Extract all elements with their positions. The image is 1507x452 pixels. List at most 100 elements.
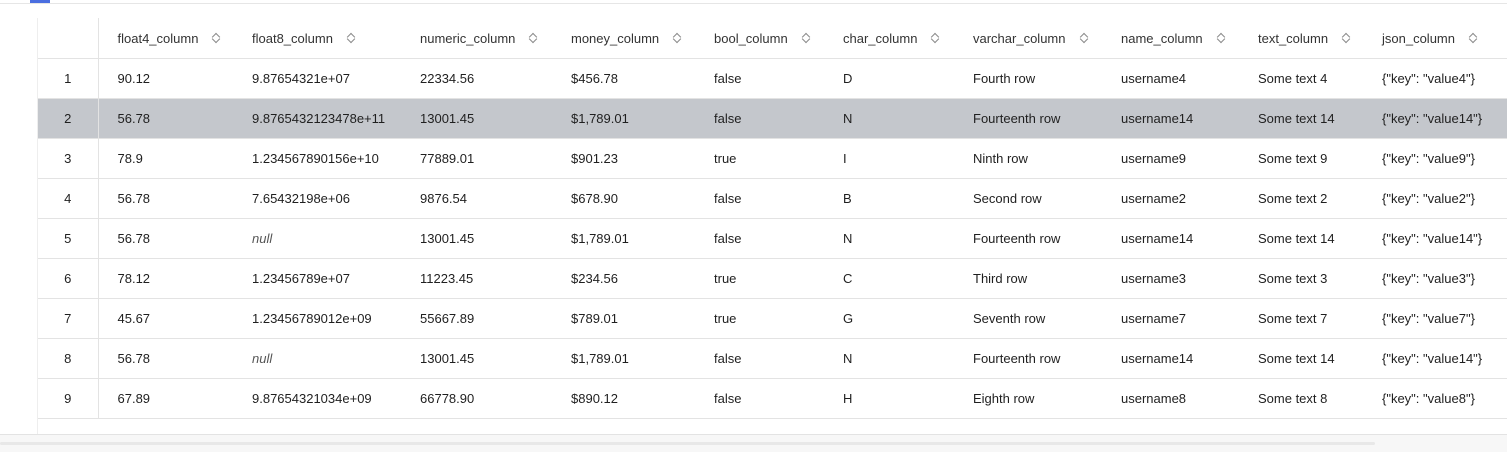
cell-varchar[interactable]: Seventh row: [954, 298, 1102, 339]
cell-char[interactable]: H: [824, 378, 954, 419]
sort-icon[interactable]: [1080, 32, 1090, 44]
column-header-numeric[interactable]: numeric_column: [401, 18, 552, 59]
cell-name[interactable]: username2: [1102, 178, 1239, 219]
cell-name[interactable]: username8: [1102, 378, 1239, 419]
column-header-varchar[interactable]: varchar_column: [954, 18, 1102, 59]
cell-float4[interactable]: 67.89: [98, 378, 233, 419]
column-header-float4[interactable]: float4_column: [98, 18, 233, 59]
cell-float8[interactable]: null: [233, 338, 401, 379]
table-row[interactable]: 6 78.12 1.23456789e+07 11223.45 $234.56 true C…: [38, 258, 1507, 299]
cell-money[interactable]: $678.90: [552, 178, 695, 219]
cell-money[interactable]: $1,789.01: [552, 98, 695, 139]
column-header-char[interactable]: char_column: [824, 18, 954, 59]
cell-bool[interactable]: false: [695, 378, 824, 419]
cell-float4[interactable]: 56.78: [98, 338, 233, 379]
cell-numeric[interactable]: 11223.45: [401, 258, 552, 299]
cell-bool[interactable]: false: [695, 218, 824, 259]
sort-icon[interactable]: [931, 32, 941, 44]
sort-icon[interactable]: [347, 32, 357, 44]
cell-char[interactable]: N: [824, 338, 954, 379]
row-number-cell[interactable]: 8: [38, 338, 99, 379]
row-number-cell[interactable]: 4: [38, 178, 99, 219]
cell-char[interactable]: D: [824, 58, 954, 99]
row-number-cell[interactable]: 5: [38, 218, 99, 259]
cell-name[interactable]: username14: [1102, 218, 1239, 259]
cell-float8[interactable]: 1.234567890156e+10: [233, 138, 401, 179]
scrollbar-thumb[interactable]: [0, 442, 1375, 445]
sort-icon[interactable]: [529, 32, 539, 44]
cell-numeric[interactable]: 22334.56: [401, 58, 552, 99]
cell-text[interactable]: Some text 14: [1239, 98, 1363, 139]
sort-icon[interactable]: [673, 32, 683, 44]
cell-float8[interactable]: null: [233, 218, 401, 259]
cell-bool[interactable]: true: [695, 298, 824, 339]
cell-float8[interactable]: 9.87654321e+07: [233, 58, 401, 99]
table-row[interactable]: 7 45.67 1.23456789012e+09 55667.89 $789.01 tr…: [38, 298, 1507, 339]
cell-bool[interactable]: true: [695, 138, 824, 179]
cell-char[interactable]: I: [824, 138, 954, 179]
cell-text[interactable]: Some text 14: [1239, 338, 1363, 379]
column-header-bool[interactable]: bool_column: [695, 18, 824, 59]
cell-json[interactable]: {"key": "value8"}: [1363, 378, 1507, 419]
cell-numeric[interactable]: 13001.45: [401, 98, 552, 139]
row-number-cell[interactable]: 9: [38, 378, 99, 419]
cell-varchar[interactable]: Second row: [954, 178, 1102, 219]
cell-float8[interactable]: 1.23456789012e+09: [233, 298, 401, 339]
cell-bool[interactable]: false: [695, 98, 824, 139]
table-row[interactable]: 5 56.78 null 13001.45 $1,789.01 false N Fourtee…: [38, 218, 1507, 259]
column-header-name[interactable]: name_column: [1102, 18, 1239, 59]
cell-float8[interactable]: 9.87654321034e+09: [233, 378, 401, 419]
cell-name[interactable]: username4: [1102, 58, 1239, 99]
cell-float4[interactable]: 56.78: [98, 178, 233, 219]
cell-name[interactable]: username7: [1102, 298, 1239, 339]
row-number-cell[interactable]: 1: [38, 58, 99, 99]
cell-float4[interactable]: 56.78: [98, 218, 233, 259]
sort-icon[interactable]: [1342, 32, 1352, 44]
cell-text[interactable]: Some text 4: [1239, 58, 1363, 99]
horizontal-scrollbar[interactable]: [0, 434, 1507, 452]
cell-bool[interactable]: false: [695, 178, 824, 219]
cell-json[interactable]: {"key": "value7"}: [1363, 298, 1507, 339]
cell-json[interactable]: {"key": "value2"}: [1363, 178, 1507, 219]
cell-varchar[interactable]: Fourth row: [954, 58, 1102, 99]
cell-varchar[interactable]: Ninth row: [954, 138, 1102, 179]
cell-json[interactable]: {"key": "value14"}: [1363, 218, 1507, 259]
cell-varchar[interactable]: Fourteenth row: [954, 338, 1102, 379]
row-number-cell[interactable]: 3: [38, 138, 99, 179]
cell-bool[interactable]: true: [695, 258, 824, 299]
row-number-cell[interactable]: 2: [38, 98, 99, 139]
column-header-text[interactable]: text_column: [1239, 18, 1363, 59]
cell-text[interactable]: Some text 8: [1239, 378, 1363, 419]
cell-text[interactable]: Some text 14: [1239, 218, 1363, 259]
cell-char[interactable]: G: [824, 298, 954, 339]
cell-numeric[interactable]: 66778.90: [401, 378, 552, 419]
cell-name[interactable]: username14: [1102, 338, 1239, 379]
cell-json[interactable]: {"key": "value14"}: [1363, 338, 1507, 379]
table-row[interactable]: 3 78.9 1.234567890156e+10 77889.01 $901.23 tr…: [38, 138, 1507, 179]
cell-money[interactable]: $789.01: [552, 298, 695, 339]
cell-text[interactable]: Some text 3: [1239, 258, 1363, 299]
cell-float8[interactable]: 1.23456789e+07: [233, 258, 401, 299]
sort-icon[interactable]: [212, 32, 222, 44]
cell-money[interactable]: $456.78: [552, 58, 695, 99]
cell-varchar[interactable]: Fourteenth row: [954, 218, 1102, 259]
cell-bool[interactable]: false: [695, 338, 824, 379]
table-row[interactable]: 9 67.89 9.87654321034e+09 66778.90 $890.12 fa…: [38, 378, 1507, 419]
cell-char[interactable]: N: [824, 218, 954, 259]
sort-icon[interactable]: [1217, 32, 1227, 44]
sort-icon[interactable]: [802, 32, 812, 44]
cell-name[interactable]: username9: [1102, 138, 1239, 179]
row-number-cell[interactable]: 7: [38, 298, 99, 339]
table-row[interactable]: 8 56.78 null 13001.45 $1,789.01 false N Fourtee…: [38, 338, 1507, 379]
cell-numeric[interactable]: 55667.89: [401, 298, 552, 339]
cell-json[interactable]: {"key": "value3"}: [1363, 258, 1507, 299]
column-header-money[interactable]: money_column: [552, 18, 695, 59]
row-number-cell[interactable]: 6: [38, 258, 99, 299]
cell-money[interactable]: $1,789.01: [552, 218, 695, 259]
cell-char[interactable]: C: [824, 258, 954, 299]
column-header-float8[interactable]: float8_column: [233, 18, 401, 59]
cell-float4[interactable]: 78.9: [98, 138, 233, 179]
cell-json[interactable]: {"key": "value4"}: [1363, 58, 1507, 99]
cell-varchar[interactable]: Third row: [954, 258, 1102, 299]
column-header-json[interactable]: json_column: [1363, 18, 1507, 59]
